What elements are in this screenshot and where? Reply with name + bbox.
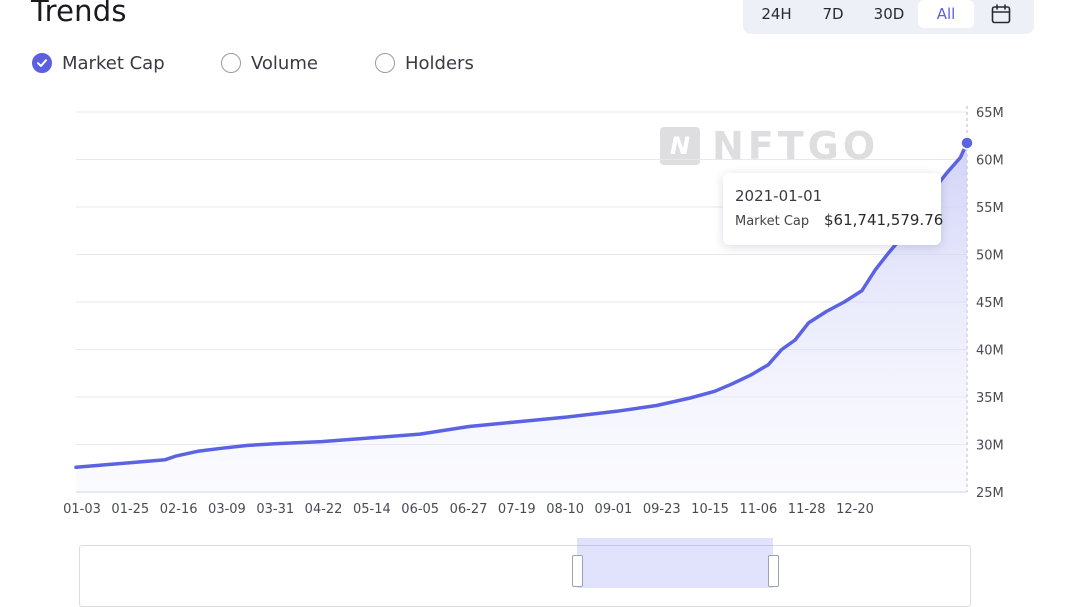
calendar-icon[interactable] (990, 3, 1012, 25)
x-tick-label: 07-19 (498, 502, 536, 517)
x-tick-label: 09-01 (595, 502, 633, 517)
x-tick-label: 03-31 (256, 502, 294, 517)
x-tick-label: 05-14 (353, 502, 391, 517)
chart-tooltip: 2021-01-01 Market Cap $61,741,579.76 (723, 173, 944, 245)
highlight-point (960, 136, 974, 150)
x-tick-label: 08-10 (546, 502, 584, 517)
y-tick-label: 60M (976, 154, 1004, 169)
x-tick-label: 11-28 (788, 502, 826, 517)
market-cap-chart[interactable]: 25M 30M 35M 40M 45M 50M 55M 60M 65M 01-03 01-25 02-… (0, 0, 1080, 580)
metric-market-cap[interactable]: Market Cap (32, 50, 165, 76)
metric-label: Market Cap (62, 52, 165, 74)
x-tick-label: 11-06 (739, 502, 777, 517)
y-tick-label: 55M (976, 201, 1004, 216)
radio-icon (221, 53, 241, 73)
x-tick-label: 12-20 (836, 502, 874, 517)
navigator-selection[interactable] (577, 538, 773, 588)
tooltip-date: 2021-01-01 (735, 187, 823, 205)
x-tick-label: 03-09 (208, 502, 246, 517)
metric-label: Holders (405, 52, 474, 74)
x-tick-label: 04-22 (305, 502, 343, 517)
range-navigator[interactable] (79, 545, 971, 607)
time-range-selector: 24H 7D 30D All (743, 0, 1034, 34)
range-30d-button[interactable]: 30D (873, 5, 905, 23)
market-cap-line (74, 141, 969, 470)
range-24h-button[interactable]: 24H (761, 5, 792, 23)
navigator-right-handle[interactable] (768, 555, 779, 587)
x-tick-label: 09-23 (643, 502, 681, 517)
x-tick-label: 02-16 (160, 502, 198, 517)
watermark-text: NFTGO (712, 124, 880, 168)
market-cap-area (76, 143, 967, 492)
tooltip-label: Market Cap (735, 214, 810, 229)
checked-radio-icon (32, 53, 52, 73)
metric-volume[interactable]: Volume (221, 50, 318, 76)
range-7d-button[interactable]: 7D (822, 5, 844, 23)
metric-holders[interactable]: Holders (375, 50, 474, 76)
y-tick-label: 50M (976, 249, 1004, 264)
y-tick-label: 45M (976, 296, 1004, 311)
x-tick-label: 01-25 (111, 502, 149, 517)
y-tick-label: 25M (976, 486, 1004, 501)
nftgo-watermark: N NFTGO (660, 124, 879, 168)
radio-icon (375, 53, 395, 73)
x-tick-label: 10-15 (691, 502, 729, 517)
page-title: Trends (31, 0, 127, 28)
x-tick-label: 06-05 (401, 502, 439, 517)
x-tick-label: 06-27 (450, 502, 488, 517)
x-tick-label: 01-03 (63, 502, 101, 517)
metric-label: Volume (251, 52, 318, 74)
y-tick-label: 65M (976, 106, 1004, 121)
y-tick-label: 35M (976, 391, 1004, 406)
y-tick-label: 40M (976, 344, 1004, 359)
navigator-left-handle[interactable] (572, 555, 583, 587)
nftgo-logo-icon: N (660, 127, 700, 165)
tooltip-value: $61,741,579.76 (824, 211, 944, 229)
range-all-button[interactable]: All (918, 0, 974, 28)
y-tick-label: 30M (976, 439, 1004, 454)
